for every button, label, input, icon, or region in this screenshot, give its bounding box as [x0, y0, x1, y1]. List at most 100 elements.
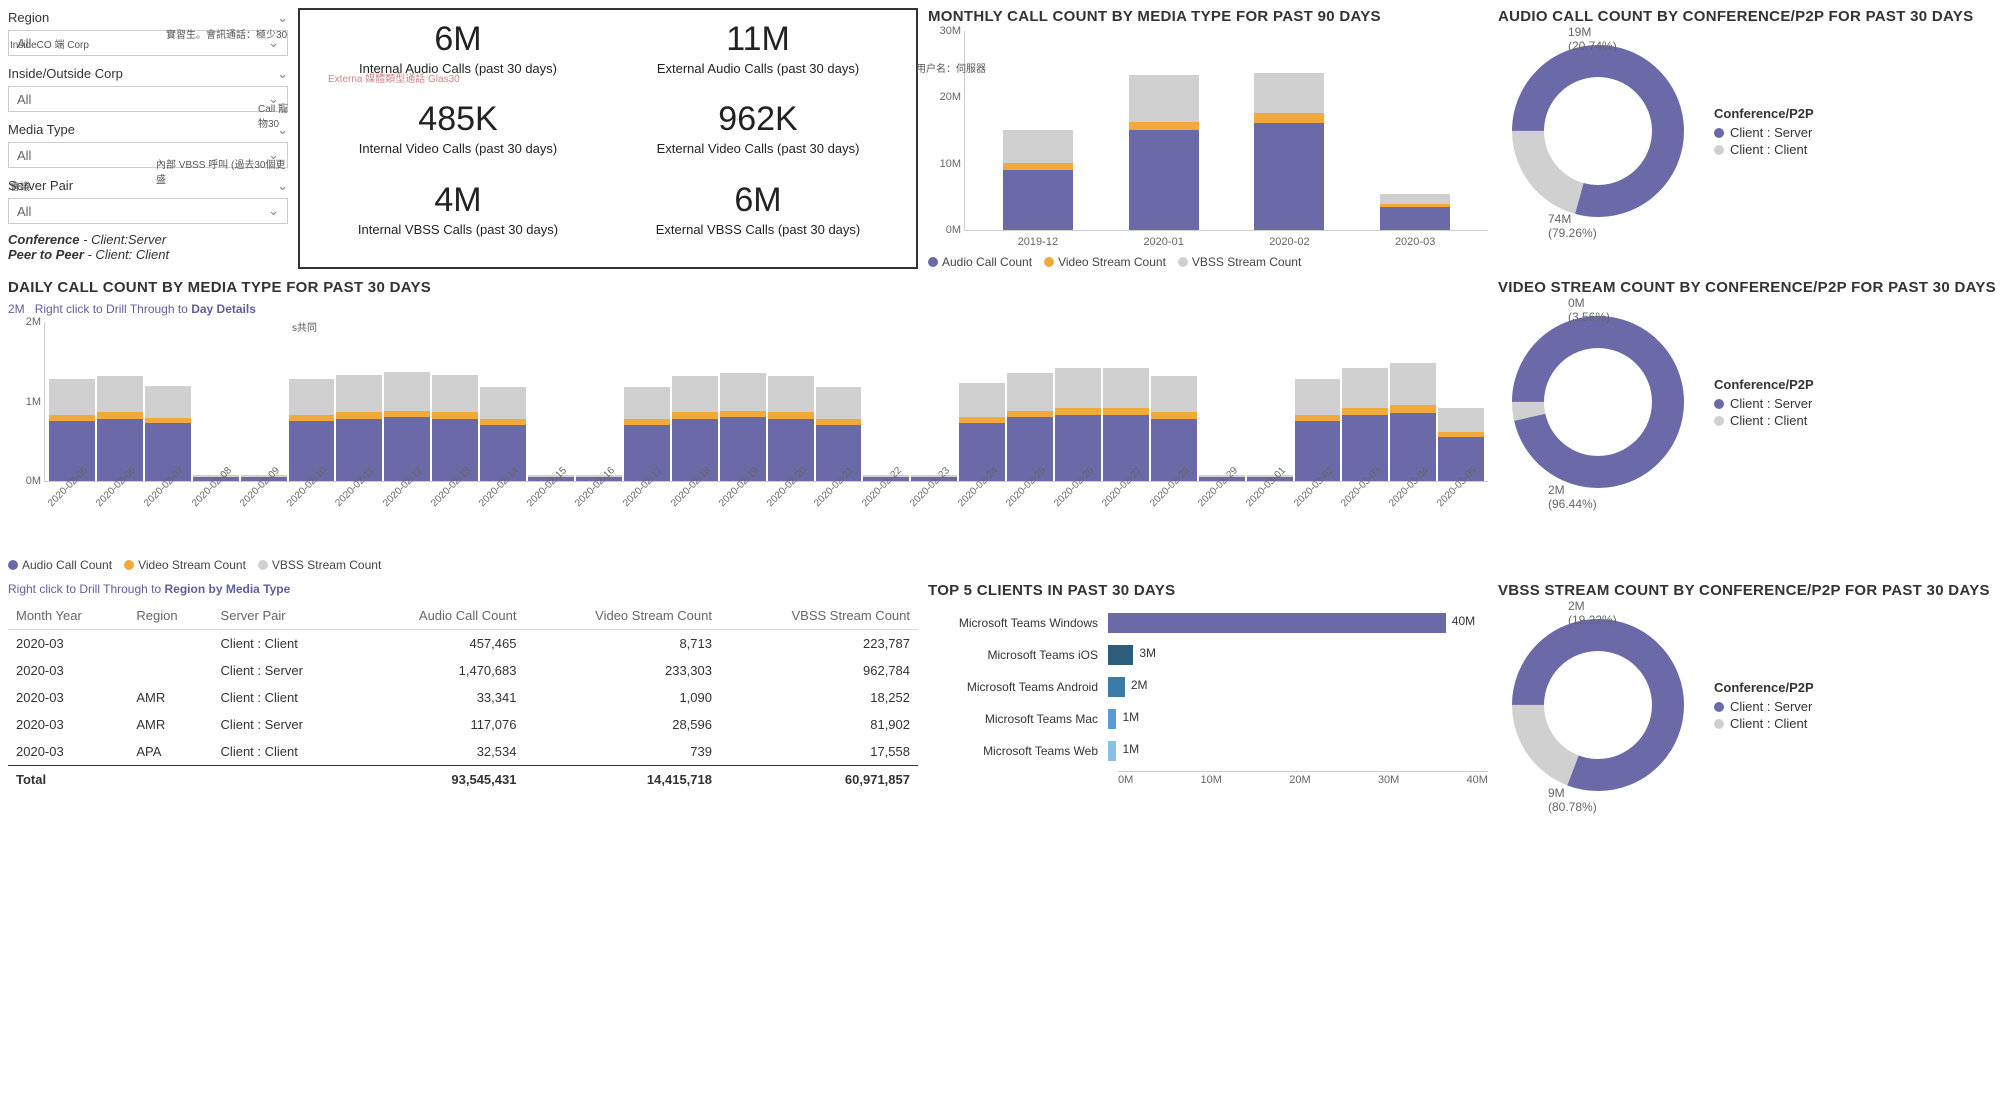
daily-bar[interactable]: 2020-02-08	[193, 475, 239, 481]
donut-video: VIDEO STREAM COUNT BY CONFERENCE/P2P FOR…	[1498, 279, 2013, 572]
bar-group[interactable]: 2020-01	[1124, 75, 1204, 230]
hbar-row[interactable]: Microsoft Teams Web1M	[928, 739, 1488, 763]
daily-bar[interactable]: 2020-02-06	[97, 376, 143, 481]
donut-legend: Conference/P2P Client : Server Client : …	[1714, 377, 1814, 430]
chart-title: MONTHLY CALL COUNT BY MEDIA TYPE FOR PAS…	[928, 8, 1488, 25]
filter-media-dropdown[interactable]: All⌄	[8, 142, 288, 168]
kpi-value: 962K	[610, 100, 906, 139]
kpi-value: 6M	[310, 20, 606, 59]
kpi-card: 6M Internal Audio Calls (past 30 days)	[310, 20, 606, 96]
daily-bar[interactable]: 2020-02-23	[911, 475, 957, 481]
chart-title: TOP 5 CLIENTS IN PAST 30 DAYS	[928, 582, 1488, 599]
hbar-row[interactable]: Microsoft Teams iOS3M	[928, 643, 1488, 667]
chart-title: VBSS STREAM COUNT BY CONFERENCE/P2P FOR …	[1498, 582, 2013, 599]
daily-bar[interactable]: 2020-02-21	[816, 387, 862, 481]
data-table[interactable]: Month YearRegionServer PairAudio Call Co…	[8, 602, 918, 793]
daily-bar[interactable]: 2020-02-18	[672, 376, 718, 481]
hbar-row[interactable]: Microsoft Teams Windows40M	[928, 611, 1488, 635]
daily-bar[interactable]: 2020-02-16	[576, 475, 622, 481]
kpi-label: Internal Video Calls (past 30 days)	[310, 141, 606, 156]
column-header[interactable]: Video Stream Count	[524, 602, 720, 630]
table-row[interactable]: 2020-03APAClient : Client32,53473917,558	[8, 738, 918, 766]
table-row[interactable]: 2020-03Client : Client457,4658,713223,78…	[8, 630, 918, 658]
kpi-card: 485K Internal Video Calls (past 30 days)	[310, 100, 606, 176]
daily-bar[interactable]: 2020-02-07	[145, 386, 191, 481]
filter-media-label: Media Type⌄	[8, 120, 288, 140]
table-row[interactable]: 2020-03AMRClient : Client33,3411,09018,2…	[8, 684, 918, 711]
filter-region-label: Region⌄	[8, 8, 288, 28]
bar-group[interactable]: 2020-02	[1249, 73, 1329, 230]
filter-inside-label: Inside/Outside Corp⌄	[8, 64, 288, 84]
kpi-card: 4MInternal VBSS Calls (past 30 days)	[310, 181, 606, 257]
daily-bar[interactable]: 2020-02-24	[959, 383, 1005, 481]
hbar-row[interactable]: Microsoft Teams Mac1M	[928, 707, 1488, 731]
daily-bar[interactable]: 2020-02-12	[384, 372, 430, 481]
daily-bar[interactable]: 2020-03-01	[1247, 475, 1293, 481]
column-header[interactable]: Region	[128, 602, 212, 630]
daily-bar[interactable]: 2020-02-20	[768, 376, 814, 481]
monthly-chart: MONTHLY CALL COUNT BY MEDIA TYPE FOR PAS…	[928, 8, 1488, 269]
daily-bar[interactable]: 2020-03-05	[1438, 408, 1484, 481]
chart-title: VIDEO STREAM COUNT BY CONFERENCE/P2P FOR…	[1498, 279, 2013, 296]
filter-server-dropdown[interactable]: All⌄	[8, 198, 288, 224]
table-total-row: Total93,545,43114,415,71860,971,857	[8, 766, 918, 794]
daily-bar[interactable]: 2020-02-09	[241, 475, 287, 481]
daily-bar[interactable]: 2020-02-22	[863, 475, 909, 481]
kpi-label: Internal Audio Calls (past 30 days)	[310, 61, 606, 76]
daily-bar[interactable]: 2020-02-05	[49, 379, 95, 481]
daily-bar[interactable]: 2020-02-27	[1103, 368, 1149, 481]
daily-bar[interactable]: 2020-02-13	[432, 375, 478, 481]
chevron-down-icon: ⌄	[268, 35, 279, 51]
kpi-value: 11M	[610, 20, 906, 59]
chevron-down-icon: ⌄	[277, 178, 288, 194]
kpi-value: 6M	[610, 181, 906, 220]
data-table-section: Right click to Drill Through to Region b…	[8, 582, 918, 808]
chevron-down-icon: ⌄	[268, 203, 279, 219]
column-header[interactable]: Server Pair	[213, 602, 358, 630]
donut-legend: Conference/P2P Client : Server Client : …	[1714, 106, 1814, 159]
column-header[interactable]: Audio Call Count	[357, 602, 524, 630]
daily-bar[interactable]: 2020-02-10	[289, 379, 335, 481]
donut-audio: AUDIO CALL COUNT BY CONFERENCE/P2P FOR P…	[1498, 8, 2013, 269]
daily-bar[interactable]: 2020-03-03	[1342, 368, 1388, 481]
bar-group[interactable]: 2020-03	[1375, 194, 1455, 230]
chevron-down-icon: ⌄	[277, 10, 288, 26]
chart-legend: Audio Call CountVideo Stream CountVBSS S…	[8, 558, 1488, 572]
daily-bar[interactable]: 2020-02-19	[720, 373, 766, 481]
daily-bar[interactable]: 2020-02-28	[1151, 376, 1197, 481]
daily-bar[interactable]: 2020-02-29	[1199, 475, 1245, 481]
kpi-value: 4M	[310, 181, 606, 220]
kpi-label: External VBSS Calls (past 30 days)	[610, 222, 906, 237]
column-header[interactable]: VBSS Stream Count	[720, 602, 918, 630]
table-row[interactable]: 2020-03Client : Server1,470,683233,30396…	[8, 657, 918, 684]
bar-group[interactable]: 2019-12	[998, 130, 1078, 230]
daily-bar[interactable]: 2020-02-11	[336, 375, 382, 481]
chevron-down-icon: ⌄	[268, 147, 279, 163]
filter-legend: Conference - Client:Server Peer to Peer …	[8, 232, 288, 262]
daily-chart: DAILY CALL COUNT BY MEDIA TYPE FOR PAST …	[8, 279, 1488, 572]
hbar-row[interactable]: Microsoft Teams Android2M	[928, 675, 1488, 699]
donut-legend: Conference/P2P Client : Server Client : …	[1714, 680, 1814, 733]
kpi-label: External Audio Calls (past 30 days)	[610, 61, 906, 76]
daily-bar[interactable]: 2020-02-14	[480, 387, 526, 481]
chevron-down-icon: ⌄	[277, 66, 288, 82]
daily-bar[interactable]: 2020-03-02	[1295, 379, 1341, 481]
kpi-value: 485K	[310, 100, 606, 139]
chart-title: AUDIO CALL COUNT BY CONFERENCE/P2P FOR P…	[1498, 8, 2013, 25]
kpi-card: 962K External Video Calls (past 30 days)	[610, 100, 906, 176]
filter-inside-dropdown[interactable]: All⌄	[8, 86, 288, 112]
daily-bar[interactable]: 2020-02-26	[1055, 368, 1101, 481]
chevron-down-icon: ⌄	[277, 122, 288, 138]
daily-bar[interactable]: 2020-02-17	[624, 387, 670, 481]
chart-legend: Audio Call CountVideo Stream CountVBSS S…	[928, 255, 1488, 269]
kpi-label: External Video Calls (past 30 days)	[610, 141, 906, 156]
daily-bar[interactable]: 2020-02-15	[528, 475, 574, 481]
table-row[interactable]: 2020-03AMRClient : Server117,07628,59681…	[8, 711, 918, 738]
daily-bar[interactable]: 2020-03-04	[1390, 363, 1436, 481]
column-header[interactable]: Month Year	[8, 602, 128, 630]
daily-bar[interactable]: 2020-02-25	[1007, 373, 1053, 481]
filter-region-dropdown[interactable]: All⌄	[8, 30, 288, 56]
chart-subtitle: 2M Right click to Drill Through to Day D…	[8, 302, 1488, 316]
donut-vbss: VBSS STREAM COUNT BY CONFERENCE/P2P FOR …	[1498, 582, 2013, 808]
kpi-card: 11M External Audio Calls (past 30 days)	[610, 20, 906, 96]
